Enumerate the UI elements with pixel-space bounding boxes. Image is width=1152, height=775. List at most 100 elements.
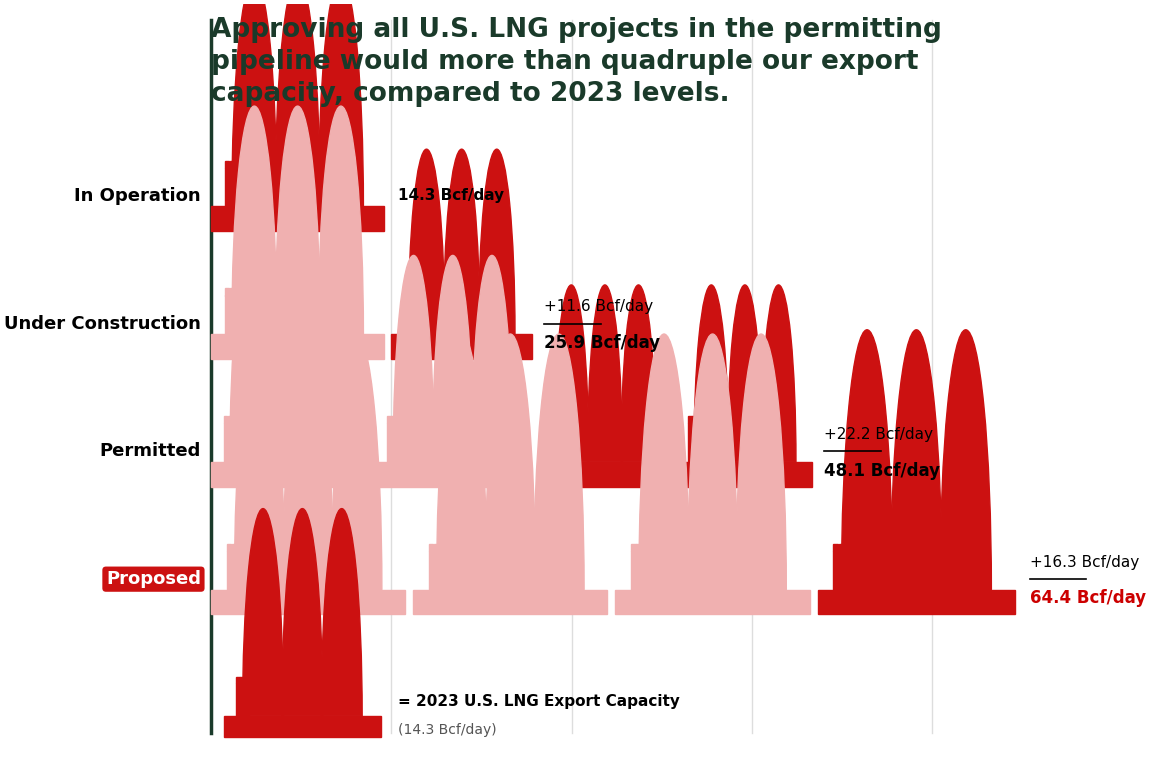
Wedge shape (283, 334, 333, 590)
Wedge shape (621, 285, 655, 462)
Bar (429, 551, 445, 590)
Bar (387, 423, 400, 462)
Bar (392, 334, 532, 359)
Bar (555, 416, 559, 423)
Bar (227, 551, 242, 590)
Bar (228, 416, 232, 423)
Bar (434, 544, 439, 551)
Wedge shape (638, 334, 689, 590)
Bar (538, 462, 672, 487)
Bar (844, 544, 849, 551)
Wedge shape (232, 0, 276, 206)
Bar (225, 288, 229, 295)
Wedge shape (940, 330, 992, 590)
Wedge shape (485, 334, 536, 590)
Text: 14.3 Bcf/day: 14.3 Bcf/day (397, 188, 503, 203)
Text: In Operation: In Operation (75, 187, 200, 205)
Bar (236, 683, 249, 716)
Bar (818, 590, 1015, 615)
Bar (225, 160, 229, 167)
Bar (689, 423, 699, 462)
Text: +22.2 Bcf/day: +22.2 Bcf/day (824, 427, 933, 443)
Bar (631, 551, 646, 590)
Bar (227, 544, 232, 551)
Bar (834, 544, 839, 551)
Text: 25.9 Bcf/day: 25.9 Bcf/day (544, 334, 660, 352)
Wedge shape (318, 0, 363, 206)
Wedge shape (318, 106, 363, 334)
Bar (615, 590, 810, 615)
Wedge shape (232, 106, 276, 334)
Bar (223, 716, 381, 737)
Bar (403, 295, 414, 334)
Text: (14.3 Bcf/day): (14.3 Bcf/day) (397, 723, 497, 737)
Bar (232, 544, 236, 551)
Bar (211, 462, 367, 487)
Wedge shape (275, 106, 320, 334)
Wedge shape (408, 149, 445, 334)
Bar (223, 423, 236, 462)
Bar (642, 544, 646, 551)
Wedge shape (727, 285, 763, 462)
Bar (211, 590, 406, 615)
Wedge shape (478, 149, 515, 334)
Bar (407, 288, 410, 295)
Bar (229, 160, 234, 167)
Wedge shape (321, 508, 362, 716)
Wedge shape (332, 334, 381, 590)
Bar (229, 288, 234, 295)
Bar (232, 416, 236, 423)
Bar (692, 416, 696, 423)
Bar (552, 416, 555, 423)
Bar (636, 544, 641, 551)
Wedge shape (275, 0, 320, 206)
Wedge shape (554, 285, 589, 462)
Wedge shape (309, 256, 349, 462)
Bar (439, 544, 444, 551)
Wedge shape (471, 256, 513, 462)
Bar (387, 416, 391, 423)
Bar (236, 677, 240, 683)
Text: = 2023 U.S. LNG Export Capacity: = 2023 U.S. LNG Export Capacity (397, 694, 680, 709)
Bar (234, 288, 238, 295)
Wedge shape (437, 334, 487, 590)
Wedge shape (444, 149, 480, 334)
Text: Under Construction: Under Construction (5, 315, 200, 332)
Wedge shape (270, 256, 310, 462)
Wedge shape (393, 256, 434, 462)
Bar (689, 416, 691, 423)
Bar (677, 462, 812, 487)
Wedge shape (694, 285, 729, 462)
Bar (234, 160, 238, 167)
Bar (395, 416, 399, 423)
Text: Proposed: Proposed (106, 570, 200, 588)
Wedge shape (761, 285, 796, 462)
Bar (414, 590, 607, 615)
Bar (696, 416, 699, 423)
Wedge shape (588, 285, 622, 462)
Wedge shape (230, 256, 271, 462)
Wedge shape (533, 334, 584, 590)
Bar (548, 416, 552, 423)
Wedge shape (282, 508, 323, 716)
Text: 48.1 Bcf/day: 48.1 Bcf/day (824, 462, 940, 480)
Bar (834, 551, 849, 590)
Bar (225, 295, 238, 334)
Bar (410, 288, 414, 295)
Bar (237, 544, 242, 551)
Bar (548, 423, 559, 462)
Wedge shape (243, 508, 283, 716)
Bar (241, 677, 244, 683)
Text: Approving all U.S. LNG projects in the permitting
pipeline would more than quadr: Approving all U.S. LNG projects in the p… (211, 17, 942, 107)
Text: +11.6 Bcf/day: +11.6 Bcf/day (544, 299, 653, 315)
Bar (429, 544, 433, 551)
Wedge shape (688, 334, 737, 590)
Bar (839, 544, 843, 551)
Bar (374, 462, 531, 487)
Wedge shape (736, 334, 787, 590)
Wedge shape (841, 330, 893, 590)
Bar (391, 416, 395, 423)
Bar (211, 334, 384, 359)
Bar (225, 167, 238, 206)
Bar (403, 288, 406, 295)
